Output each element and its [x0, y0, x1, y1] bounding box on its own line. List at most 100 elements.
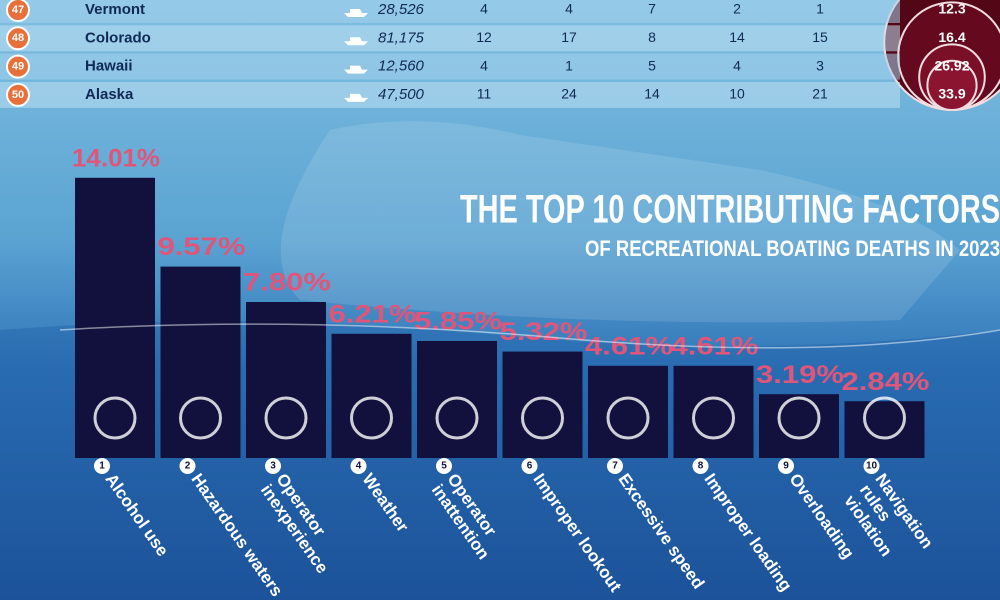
circle-value: 16.4	[938, 29, 965, 45]
count: 1	[816, 1, 824, 17]
bar	[246, 302, 326, 458]
count: 21	[812, 86, 828, 102]
value-label: 5.32%	[500, 318, 588, 346]
value-circle	[926, 59, 978, 112]
bar	[673, 365, 754, 458]
boats: 12,560	[378, 58, 425, 75]
rank-badge	[863, 458, 880, 474]
rank-badge	[94, 458, 110, 474]
icon-placeholder	[521, 396, 564, 440]
state: Vermont	[85, 1, 145, 18]
value-label: 5.85%	[414, 308, 502, 336]
boat-icon	[344, 65, 368, 74]
value-label: 3.19%	[756, 361, 844, 389]
boats: 81,175	[378, 29, 425, 46]
bar	[160, 266, 241, 458]
rank-badge	[6, 26, 30, 51]
boat-icon	[344, 9, 368, 17]
count: 7	[648, 1, 656, 17]
rank-badge	[265, 458, 281, 474]
icon-placeholder	[350, 396, 393, 440]
circle-value: 26.92	[934, 57, 969, 73]
table-row	[0, 81, 900, 108]
state: Alaska	[85, 86, 134, 103]
count: 17	[561, 29, 577, 45]
circle-value: 12.3	[938, 1, 965, 17]
count: 4	[480, 57, 488, 73]
icon-placeholder	[606, 396, 650, 440]
count: 5	[648, 57, 656, 73]
rank: 3	[270, 461, 276, 472]
table-row	[0, 25, 900, 52]
rank: 5	[441, 461, 447, 472]
count: 1	[565, 57, 573, 73]
rank: 50	[12, 89, 24, 101]
rank: 4	[356, 461, 362, 472]
rank: 47	[12, 4, 24, 16]
value-label: 14.01%	[72, 144, 160, 172]
icon-placeholder	[93, 396, 137, 440]
rank-badge	[6, 54, 30, 79]
count: 14	[729, 29, 745, 45]
icon-placeholder	[264, 396, 308, 440]
rank: 49	[12, 61, 24, 73]
icon-placeholder	[863, 396, 906, 440]
icon-placeholder	[777, 396, 821, 440]
bar	[759, 394, 839, 458]
icon-placeholder	[179, 396, 222, 440]
circle-value: 33.9	[938, 86, 965, 102]
count: 3	[816, 57, 824, 73]
boat-icon	[344, 37, 368, 46]
table-row	[0, 0, 900, 23]
value-label: 9.57%	[158, 233, 246, 261]
count: 12	[476, 29, 492, 45]
table-row	[0, 53, 900, 80]
count: 4	[480, 1, 488, 17]
boats: 28,526	[377, 1, 425, 18]
value-label: 7.80%	[243, 269, 331, 297]
count: 4	[565, 1, 573, 17]
count: 15	[812, 29, 828, 45]
rank: 8	[698, 461, 704, 472]
rank-badge	[778, 458, 794, 474]
count: 24	[561, 86, 577, 102]
count: 2	[733, 1, 741, 17]
rank-badge	[692, 458, 709, 474]
boats: 47,500	[378, 86, 425, 103]
rank-badge	[607, 458, 623, 474]
rank: 10	[866, 461, 878, 472]
count: 11	[477, 86, 492, 102]
rank-badge	[350, 458, 367, 474]
rank-badge	[521, 458, 538, 474]
chart-title: THE TOP 10 CONTRIBUTING FACTORS	[460, 188, 1000, 232]
boat-icon	[344, 93, 368, 102]
count: 14	[644, 86, 660, 102]
rank: 1	[99, 461, 105, 472]
bar	[588, 365, 668, 458]
icon-placeholder	[692, 396, 735, 440]
chart-subtitle: OF RECREATIONAL BOATING DEATHS IN 2023	[585, 236, 1000, 261]
rank-badge	[6, 0, 30, 22]
state: Colorado	[85, 29, 151, 46]
rank: 9	[783, 461, 789, 472]
bar	[844, 401, 925, 458]
state: Hawaii	[85, 58, 133, 75]
value-label: 2.84%	[842, 368, 930, 396]
rank: 6	[527, 461, 533, 472]
icon-placeholder	[435, 396, 479, 440]
count: 4	[733, 57, 741, 73]
value-label: 6.21%	[329, 300, 417, 328]
rank: 7	[612, 461, 618, 472]
value-label: 4.61%	[585, 332, 673, 360]
water-line	[59, 323, 1000, 349]
rank-badge	[179, 458, 196, 474]
bar	[502, 351, 583, 458]
rank-badge	[436, 458, 452, 474]
rank-badge	[6, 82, 30, 107]
boat-silhouette	[280, 121, 960, 323]
count: 10	[729, 86, 745, 102]
rank: 2	[185, 461, 191, 472]
count: 8	[648, 29, 656, 45]
